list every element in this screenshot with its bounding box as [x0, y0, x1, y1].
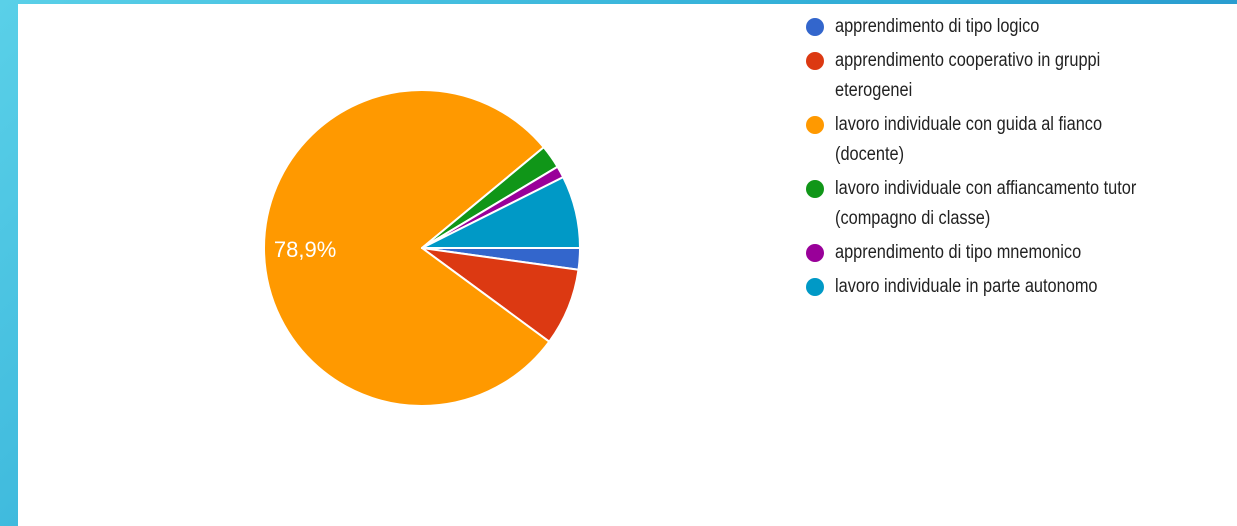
legend-label: apprendimento di tipo logico — [835, 16, 1040, 37]
pie-slice-label-3: 78,9% — [274, 237, 336, 262]
legend-swatch — [806, 52, 824, 70]
legend-swatch — [806, 278, 824, 296]
legend-item-3: lavoro individuale con guida al fianco (… — [806, 110, 1226, 170]
legend-item-1: apprendimento di tipo logico — [806, 12, 1226, 42]
legend-label: apprendimento cooperativo in gruppi eter… — [835, 50, 1101, 101]
legend-label: lavoro individuale con affiancamento tut… — [835, 178, 1137, 229]
pie-chart: 78,9% — [263, 89, 581, 407]
legend-item-2: apprendimento cooperativo in gruppi eter… — [806, 46, 1226, 106]
legend-item-4: lavoro individuale con affiancamento tut… — [806, 174, 1226, 234]
legend-swatch — [806, 18, 824, 36]
pie-slices — [263, 89, 581, 407]
legend-label: apprendimento di tipo mnemonico — [835, 242, 1082, 263]
legend-item-6: lavoro individuale in parte autonomo — [806, 272, 1226, 302]
pie-slice-6 — [421, 176, 581, 249]
chart-panel: 78,9% apprendimento di tipo logico appren… — [18, 4, 1237, 526]
legend-swatch — [806, 244, 824, 262]
pie-slice-3 — [263, 89, 551, 407]
legend-label: lavoro individuale con guida al fianco (… — [835, 114, 1103, 165]
legend-swatch — [806, 180, 824, 198]
legend-item-5: apprendimento di tipo mnemonico — [806, 238, 1226, 268]
pie-labels: 78,9% — [274, 237, 336, 262]
chart-legend: apprendimento di tipo logico apprendiment… — [806, 12, 1226, 306]
legend-swatch — [806, 116, 824, 134]
legend-label: lavoro individuale in parte autonomo — [835, 276, 1098, 297]
